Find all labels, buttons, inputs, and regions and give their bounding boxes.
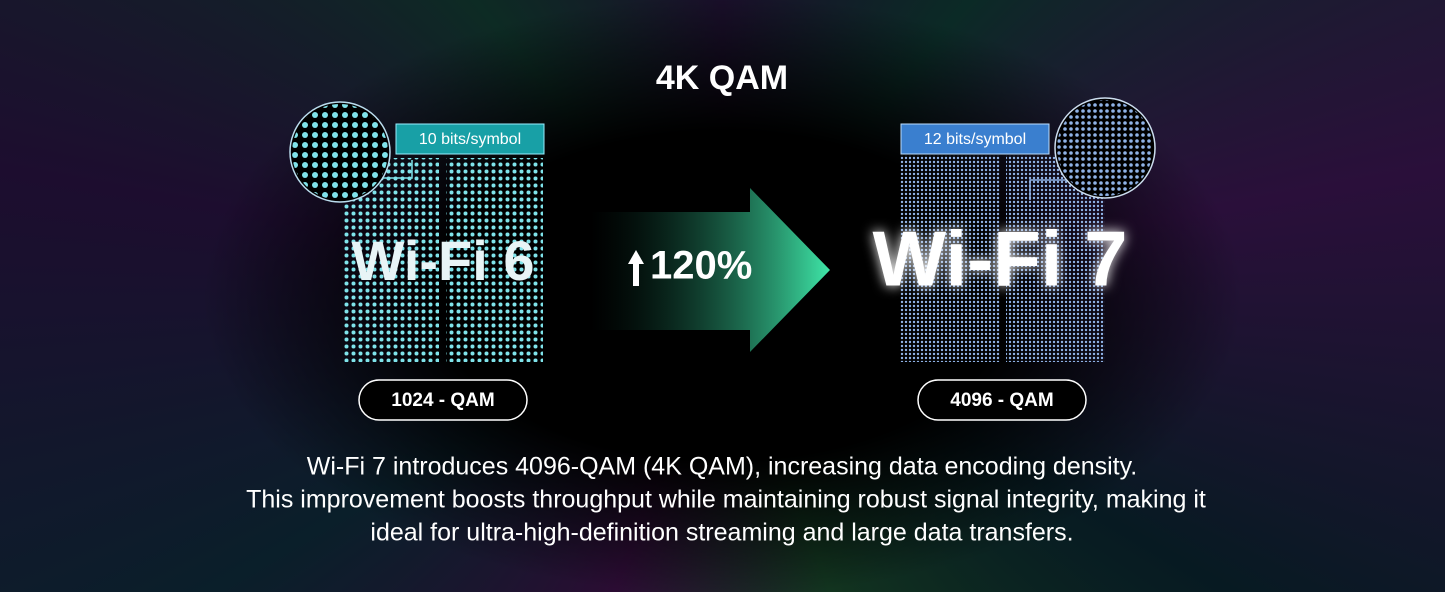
caption: 1024 - QAM <box>391 390 494 411</box>
magnifier-dots <box>1057 100 1153 196</box>
badge-text: 12 bits/symbol <box>924 131 1026 148</box>
description-line: Wi-Fi 7 introduces 4096-QAM (4K QAM), in… <box>307 453 1137 481</box>
label: Wi-Fi 7 <box>873 215 1128 303</box>
dot-grid <box>900 155 1000 362</box>
up-icon <box>628 250 644 286</box>
caption-pill <box>358 379 528 421</box>
connector <box>1029 179 1070 200</box>
gain: 120% <box>650 244 752 288</box>
connector <box>380 160 413 179</box>
label: Wi-Fi 6 <box>351 229 534 292</box>
caption: 4096 - QAM <box>950 390 1053 411</box>
dot-grid <box>446 158 543 362</box>
arrow <box>590 188 830 352</box>
badge-text: 10 bits/symbol <box>419 131 521 148</box>
description-line: ideal for ultra-high-definition streamin… <box>370 519 1073 547</box>
caption-pill <box>917 379 1087 421</box>
title: 4K QAM <box>656 59 788 97</box>
badge <box>395 123 545 155</box>
badge <box>900 123 1050 155</box>
description-line: This improvement boosts throughput while… <box>246 486 1206 514</box>
magnifier-dots <box>292 104 388 200</box>
